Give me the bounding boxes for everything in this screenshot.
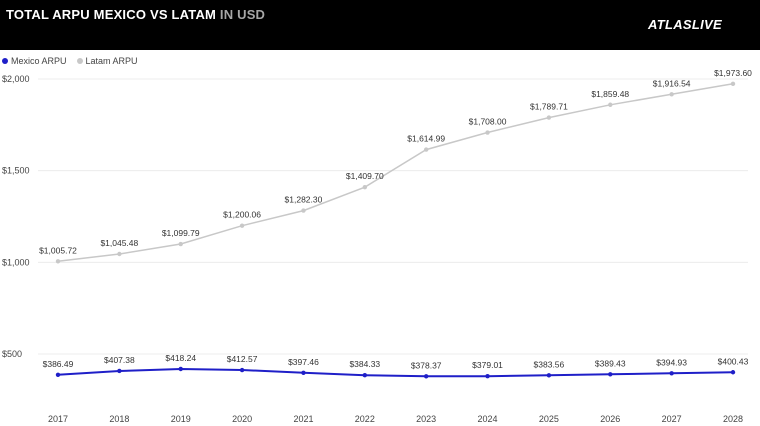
data-label-latam: $1,409.70 xyxy=(346,171,384,181)
y-tick-label: $2,000 xyxy=(2,74,30,84)
data-point-mexico xyxy=(608,372,613,377)
data-label-mexico: $407.38 xyxy=(104,355,135,365)
data-label-latam: $1,614.99 xyxy=(407,134,445,144)
legend-label-latam: Latam ARPU xyxy=(85,56,138,66)
x-tick-label: 2027 xyxy=(662,414,682,424)
data-point-mexico xyxy=(301,370,306,375)
x-tick-label: 2026 xyxy=(600,414,620,424)
x-tick-label: 2020 xyxy=(232,414,252,424)
chart-header: TOTAL ARPU MEXICO VS LATAM IN USD ATLASL… xyxy=(0,0,760,50)
data-label-mexico: $418.24 xyxy=(165,353,196,363)
x-tick-label: 2028 xyxy=(723,414,743,424)
y-tick-label: $1,500 xyxy=(2,166,30,176)
data-label-mexico: $378.37 xyxy=(411,360,442,370)
data-point-mexico xyxy=(546,373,552,378)
x-tick-label: 2017 xyxy=(48,414,68,424)
data-point-latam xyxy=(178,241,183,247)
data-point-latam xyxy=(669,92,674,97)
data-label-mexico: $397.46 xyxy=(288,357,319,367)
legend-marker-latam xyxy=(76,58,83,64)
data-label-mexico: $383.56 xyxy=(534,359,565,369)
title-unit: IN USD xyxy=(216,7,266,22)
data-point-mexico xyxy=(730,370,736,375)
y-tick-label: $500 xyxy=(2,349,22,359)
data-point-latam xyxy=(608,102,613,107)
data-label-latam: $1,916.54 xyxy=(653,78,691,88)
data-point-latam xyxy=(423,147,429,152)
data-point-latam xyxy=(55,259,61,264)
data-point-mexico xyxy=(423,374,429,379)
data-label-latam: $1,859.48 xyxy=(591,89,629,99)
x-tick-label: 2018 xyxy=(109,414,129,424)
brand-logo: ATLASLIVE xyxy=(648,17,722,32)
data-label-mexico: $394.93 xyxy=(656,357,687,367)
x-tick-label: 2024 xyxy=(478,414,498,424)
data-label-latam: $1,005.72 xyxy=(39,245,77,255)
x-tick-label: 2019 xyxy=(171,414,191,424)
chart-legend: Mexico ARPU Latam ARPU xyxy=(2,56,138,66)
x-tick-label: 2023 xyxy=(416,414,436,424)
data-label-latam: $1,200.06 xyxy=(223,210,261,220)
data-label-latam: $1,708.00 xyxy=(469,117,507,127)
data-label-latam: $1,282.30 xyxy=(285,195,323,205)
data-point-latam xyxy=(362,185,368,190)
series-line-latam xyxy=(57,83,734,263)
data-point-latam xyxy=(485,130,490,135)
data-point-mexico xyxy=(362,373,368,378)
data-point-mexico xyxy=(239,367,245,373)
data-point-latam xyxy=(730,81,736,87)
chart-title: TOTAL ARPU MEXICO VS LATAM IN USD xyxy=(6,7,265,22)
y-tick-label: $1,000 xyxy=(2,257,30,267)
legend-item-latam: Latam ARPU xyxy=(76,56,138,66)
data-label-mexico: $400.43 xyxy=(718,356,749,366)
data-point-latam xyxy=(239,223,245,228)
data-label-latam: $1,045.48 xyxy=(100,238,138,248)
x-tick-label: 2021 xyxy=(293,414,313,424)
data-label-mexico: $412.57 xyxy=(227,354,258,364)
data-point-mexico xyxy=(485,373,490,379)
data-point-mexico xyxy=(669,371,674,376)
data-point-mexico xyxy=(178,366,183,372)
x-tick-label: 2022 xyxy=(355,414,375,424)
data-label-mexico: $386.49 xyxy=(43,359,74,369)
data-label-latam: $1,973.60 xyxy=(714,68,752,78)
data-label-latam: $1,789.71 xyxy=(530,102,568,112)
data-point-latam xyxy=(301,208,306,213)
x-tick-label: 2025 xyxy=(539,414,559,424)
legend-item-mexico: Mexico ARPU xyxy=(2,56,67,66)
data-label-latam: $1,099.79 xyxy=(162,228,200,238)
data-label-mexico: $384.33 xyxy=(349,359,380,369)
data-point-mexico xyxy=(117,368,122,374)
data-label-mexico: $389.43 xyxy=(595,358,626,368)
title-main: TOTAL ARPU MEXICO VS LATAM xyxy=(6,7,217,22)
data-point-mexico xyxy=(55,372,61,378)
data-point-latam xyxy=(546,115,552,120)
series-line-mexico xyxy=(57,367,734,378)
data-label-mexico: $379.01 xyxy=(472,360,503,370)
data-point-latam xyxy=(117,251,122,257)
legend-label-mexico: Mexico ARPU xyxy=(11,56,67,66)
legend-marker-mexico xyxy=(2,58,8,64)
